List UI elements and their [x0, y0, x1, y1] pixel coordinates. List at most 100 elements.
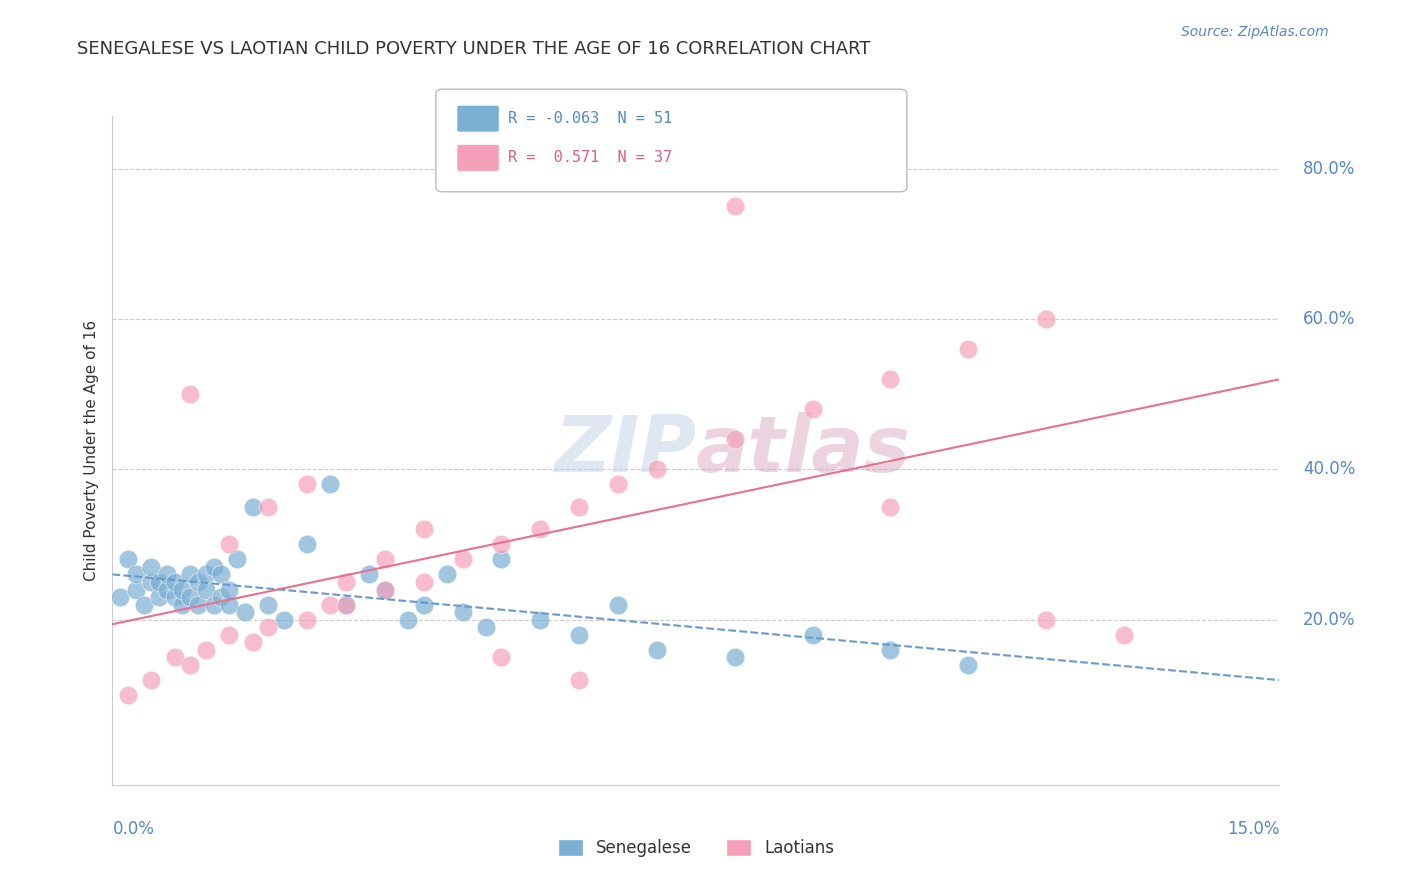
Point [209, 567, 232, 582]
Point [645, 642, 668, 657]
Point [529, 522, 551, 536]
Point [179, 387, 201, 401]
Point [156, 567, 179, 582]
Point [957, 342, 980, 356]
Point [319, 477, 342, 491]
Point [607, 477, 630, 491]
Point [335, 598, 357, 612]
Point [724, 650, 747, 665]
Text: ZIP: ZIP [554, 412, 696, 489]
Point [529, 613, 551, 627]
Point [374, 582, 396, 597]
Point [187, 598, 209, 612]
Point [163, 574, 186, 589]
Text: R = -0.063  N = 51: R = -0.063 N = 51 [508, 112, 672, 126]
Point [568, 673, 591, 687]
Point [957, 657, 980, 672]
Point [110, 590, 132, 604]
Point [202, 560, 225, 574]
Point [218, 582, 240, 597]
Point [879, 372, 901, 386]
Point [295, 613, 318, 627]
Point [801, 627, 824, 641]
Point [491, 537, 513, 551]
Point [374, 582, 396, 597]
Text: 0.0%: 0.0% [112, 820, 155, 838]
Point [607, 598, 630, 612]
Point [148, 574, 170, 589]
Point [568, 500, 591, 514]
Point [218, 627, 240, 641]
Point [194, 582, 217, 597]
Point [202, 598, 225, 612]
Legend: Senegalese, Laotians: Senegalese, Laotians [551, 832, 841, 863]
Point [724, 199, 747, 213]
Point [295, 477, 318, 491]
Point [172, 582, 194, 597]
Text: 80.0%: 80.0% [1303, 160, 1355, 178]
Point [359, 567, 381, 582]
Point [194, 642, 217, 657]
Point [242, 635, 264, 649]
Point [179, 657, 201, 672]
Point [125, 567, 148, 582]
Point [645, 462, 668, 476]
Point [475, 620, 498, 634]
Point [273, 613, 295, 627]
Text: SENEGALESE VS LAOTIAN CHILD POVERTY UNDER THE AGE OF 16 CORRELATION CHART: SENEGALESE VS LAOTIAN CHILD POVERTY UNDE… [77, 40, 870, 58]
Text: 15.0%: 15.0% [1227, 820, 1279, 838]
Point [879, 642, 901, 657]
Point [412, 598, 434, 612]
Point [179, 567, 201, 582]
Point [491, 650, 513, 665]
Point [491, 552, 513, 566]
Point [451, 552, 474, 566]
Point [132, 598, 155, 612]
Point [1035, 312, 1057, 326]
Point [568, 627, 591, 641]
Point [396, 613, 419, 627]
Point [801, 402, 824, 417]
Y-axis label: Child Poverty Under the Age of 16: Child Poverty Under the Age of 16 [83, 320, 98, 581]
Point [141, 673, 163, 687]
Point [1112, 627, 1135, 641]
Text: 60.0%: 60.0% [1303, 310, 1355, 328]
Point [451, 605, 474, 619]
Point [125, 582, 148, 597]
Text: 40.0%: 40.0% [1303, 460, 1355, 478]
Point [374, 552, 396, 566]
Point [226, 552, 249, 566]
Point [148, 590, 170, 604]
Text: 20.0%: 20.0% [1303, 611, 1355, 629]
Point [179, 590, 201, 604]
Point [163, 590, 186, 604]
Point [156, 582, 179, 597]
Point [879, 500, 901, 514]
Text: R =  0.571  N = 37: R = 0.571 N = 37 [508, 151, 672, 165]
Point [172, 598, 194, 612]
Point [335, 574, 357, 589]
Point [1035, 613, 1057, 627]
Point [194, 567, 217, 582]
Text: atlas: atlas [696, 412, 911, 489]
Point [233, 605, 256, 619]
Point [163, 650, 186, 665]
Point [319, 598, 342, 612]
Point [412, 522, 434, 536]
Point [218, 598, 240, 612]
Point [141, 574, 163, 589]
Point [412, 574, 434, 589]
Point [209, 590, 232, 604]
Point [242, 500, 264, 514]
Point [218, 537, 240, 551]
Point [257, 598, 280, 612]
Point [257, 620, 280, 634]
Point [187, 574, 209, 589]
Point [436, 567, 458, 582]
Point [117, 552, 139, 566]
Point [117, 688, 139, 702]
Text: Source: ZipAtlas.com: Source: ZipAtlas.com [1181, 25, 1329, 39]
Point [335, 598, 357, 612]
Point [141, 560, 163, 574]
Point [724, 432, 747, 446]
